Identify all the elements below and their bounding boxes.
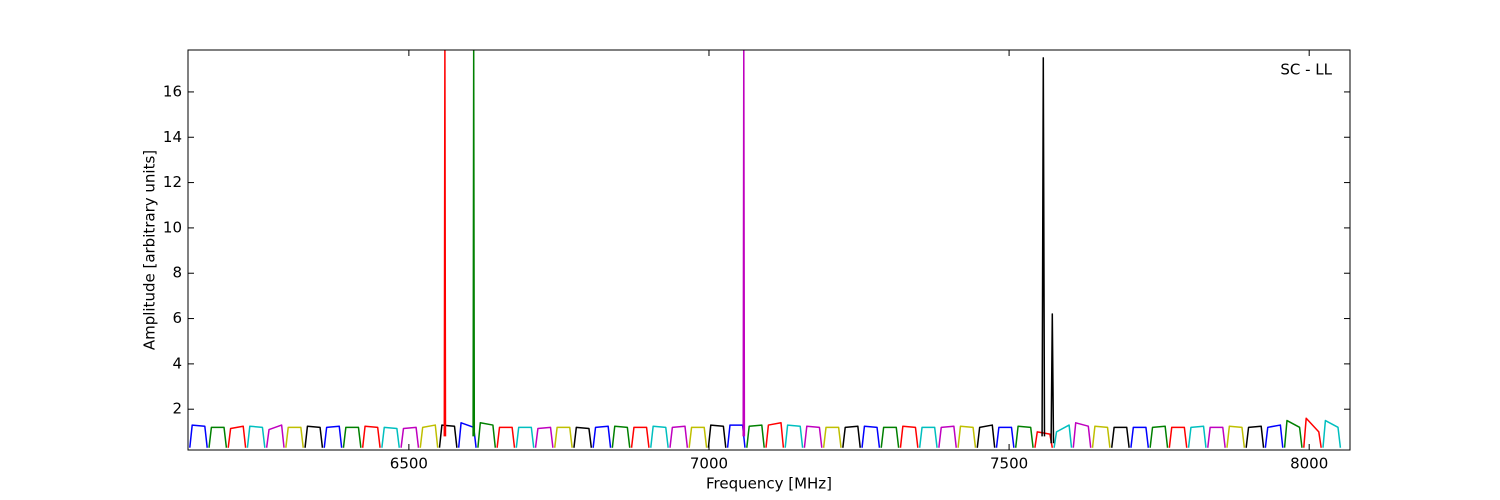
y-tick-label: 8 [172,264,182,282]
series-line [1050,313,1055,444]
series-line [746,424,765,448]
series-line [765,422,785,448]
series-line [189,424,208,448]
series-line [1041,57,1046,437]
series-line [669,425,689,448]
series-line [208,426,228,448]
series-line [438,424,458,448]
series-line [1245,425,1265,448]
series-line [918,426,938,448]
series-line [592,425,612,448]
y-tick-label: 6 [172,309,182,327]
series-line [515,426,535,448]
series-line [707,424,727,448]
series-line [1322,419,1342,448]
series-line [842,425,861,448]
series-line [688,426,708,448]
series-line [323,425,343,448]
series-line [1283,419,1303,448]
series-line [976,424,996,448]
series-line [1014,425,1034,448]
series-line [285,426,304,448]
series-line [419,424,439,448]
series-line [1072,422,1092,448]
series-line [822,426,842,448]
series-line [650,425,669,448]
series-line [1091,425,1111,448]
series-line [400,426,420,448]
series-line [1053,424,1073,448]
series-line [1110,426,1130,448]
x-tick-label: 7500 [990,455,1028,473]
series-line [246,425,266,448]
plot-lines [189,50,1342,448]
series-line [880,426,900,448]
series-line [1187,425,1207,448]
series-line [342,426,362,448]
y-tick-label: 12 [163,173,182,191]
series-line [265,424,285,448]
series-line [784,424,804,448]
series-line [443,50,447,437]
series-line [553,426,573,448]
series-line [1207,426,1226,448]
series-line [472,50,476,437]
series-line [1168,426,1188,448]
series-line [496,426,516,448]
series-line [227,425,247,448]
x-tick-label: 6500 [390,455,428,473]
series-line [1226,425,1246,448]
series-line [742,50,746,437]
y-axis-label: Amplitude [arbitrary units] [141,150,159,350]
y-tick-label: 10 [163,218,182,236]
series-line [361,425,381,448]
series-line [995,426,1015,448]
series-line [899,425,919,448]
series-line [534,426,554,448]
y-tick-label: 16 [163,82,182,100]
series-line [1303,417,1322,448]
series-line [1264,424,1284,448]
series-line [861,425,881,448]
series-line [1130,426,1150,448]
series-line [611,425,631,448]
x-tick-label: 7000 [690,455,728,473]
plot-frame [187,49,1351,451]
x-tick-label: 8000 [1290,455,1328,473]
series-line [381,426,401,448]
series-line [477,422,497,448]
y-tick-label: 4 [172,354,182,372]
y-tick-label: 14 [163,128,182,146]
y-tick-label: 2 [172,400,182,418]
series-line [630,426,650,448]
series-line [938,425,958,448]
x-axis-label: Frequency [MHz] [706,475,832,493]
series-line [957,425,977,448]
series-line [573,426,593,448]
series-line [1149,425,1169,448]
series-line [304,425,324,448]
series-line [803,425,823,448]
annotation: SC - LL [1280,61,1332,79]
series-line [457,422,477,448]
